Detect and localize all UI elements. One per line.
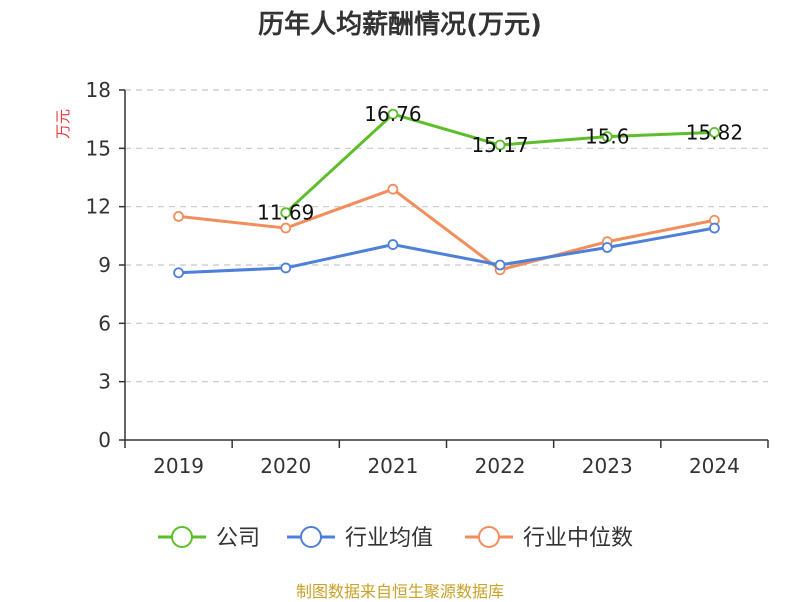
series-line-1 bbox=[178, 226, 715, 275]
series-line-2 bbox=[178, 187, 715, 272]
y-tick-label: 0 bbox=[98, 428, 111, 452]
axes: 0 3 6 9 12 15 18 2019 2020 2021 2022 2023 2024 bbox=[86, 78, 769, 478]
series-lines bbox=[173, 108, 720, 279]
series-line-0 bbox=[284, 112, 715, 214]
data-point[interactable] bbox=[280, 207, 292, 219]
y-axis-label: 万元 bbox=[54, 109, 72, 139]
data-point[interactable] bbox=[280, 222, 292, 234]
legend-label: 公司 bbox=[216, 526, 260, 551]
y-tick-label: 6 bbox=[98, 311, 111, 335]
legend-swatch-marker bbox=[171, 526, 193, 548]
legend-item[interactable]: 行业中位数 bbox=[465, 526, 633, 551]
data-point[interactable] bbox=[601, 131, 613, 143]
legend-swatch-marker bbox=[478, 526, 500, 548]
legend-swatch-marker bbox=[300, 526, 322, 548]
data-label: 11.69 bbox=[257, 201, 314, 225]
data-point[interactable] bbox=[387, 183, 399, 195]
x-tick-label: 2022 bbox=[475, 454, 526, 478]
legend-item[interactable]: 公司 bbox=[158, 526, 260, 551]
x-tick-label: 2024 bbox=[689, 454, 740, 478]
legend[interactable]: 公司 行业均值 行业中位数 bbox=[158, 526, 633, 551]
data-point[interactable] bbox=[709, 126, 720, 138]
legend-item[interactable]: 行业均值 bbox=[287, 526, 433, 551]
data-label: 15.6 bbox=[585, 125, 630, 149]
x-tick-label: 2023 bbox=[582, 454, 633, 478]
data-point[interactable] bbox=[173, 210, 184, 222]
legend-label: 行业均值 bbox=[345, 526, 433, 551]
data-point[interactable] bbox=[709, 222, 720, 234]
y-tick-label: 15 bbox=[86, 136, 111, 160]
x-tick-label: 2021 bbox=[367, 454, 418, 478]
data-point[interactable] bbox=[173, 267, 184, 279]
data-point[interactable] bbox=[601, 242, 613, 253]
data-point[interactable] bbox=[494, 259, 506, 271]
data-label: 16.76 bbox=[364, 102, 421, 126]
y-tick-label: 9 bbox=[98, 253, 111, 277]
y-tick-label: 12 bbox=[86, 195, 111, 219]
data-point[interactable] bbox=[494, 139, 506, 151]
data-label: 15.82 bbox=[686, 120, 743, 144]
grid-lines bbox=[125, 89, 768, 383]
x-tick-label: 2020 bbox=[260, 454, 311, 478]
data-label: 15.17 bbox=[471, 133, 528, 157]
data-point[interactable] bbox=[387, 108, 399, 120]
data-point[interactable] bbox=[387, 239, 399, 250]
data-labels: 11.69 16.76 15.17 15.6 15.82 bbox=[257, 102, 743, 225]
source-note: 制图数据来自恒生聚源数据库 bbox=[295, 582, 504, 601]
x-tick-label: 2019 bbox=[153, 454, 204, 478]
chart-title: 历年人均薪酬情况(万元) bbox=[258, 10, 542, 40]
data-point[interactable] bbox=[280, 262, 292, 274]
y-tick-label: 3 bbox=[98, 370, 111, 394]
legend-label: 行业中位数 bbox=[523, 526, 633, 551]
y-tick-label: 18 bbox=[86, 78, 111, 102]
